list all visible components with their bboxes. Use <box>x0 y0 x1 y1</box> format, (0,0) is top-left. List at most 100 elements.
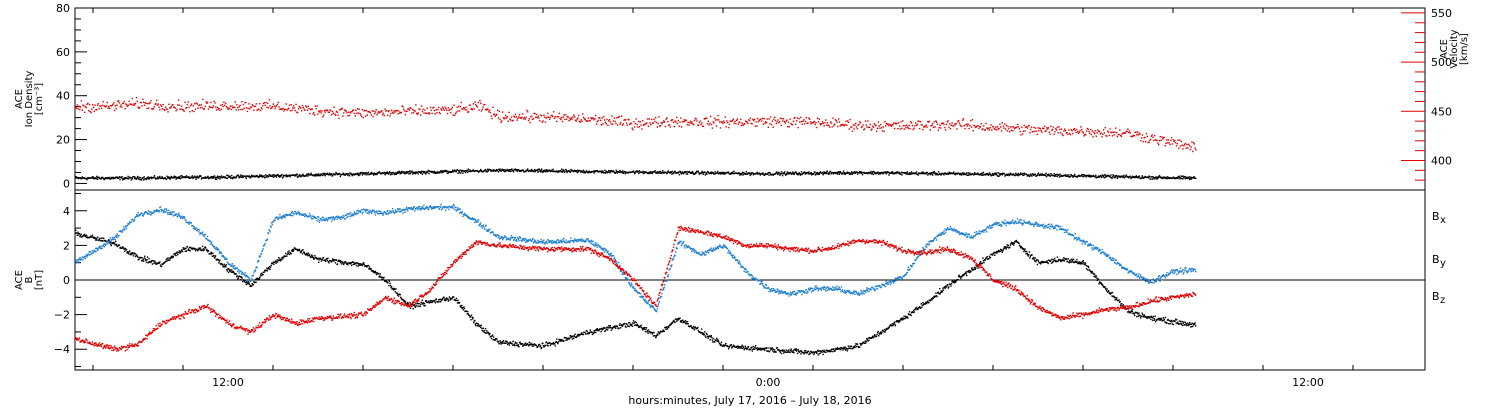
b-series-bx-point <box>727 348 730 350</box>
b-series-bx-point <box>381 276 384 279</box>
b-series-bx-point <box>549 344 552 346</box>
b-series-bx-point <box>618 327 620 329</box>
velocity-series-point <box>803 119 805 121</box>
density-series-point <box>516 170 519 172</box>
velocity-series-point <box>656 126 658 128</box>
velocity-series-point <box>609 121 611 123</box>
velocity-series-point <box>335 110 338 113</box>
velocity-series-point <box>372 116 374 118</box>
velocity-series-point <box>480 110 483 112</box>
density-series-point <box>436 171 439 173</box>
b-series-bx-point <box>797 352 799 355</box>
b-series-bx-point <box>539 346 541 348</box>
velocity-series-point <box>296 111 299 114</box>
velocity-series-point <box>459 105 462 108</box>
density-series-point <box>536 169 539 171</box>
b-series-bx-point <box>96 239 98 241</box>
density-series-point <box>705 172 708 174</box>
velocity-series-point <box>78 105 80 107</box>
velocity-series-point <box>322 114 325 116</box>
density-series-point <box>931 173 933 175</box>
density-series-point <box>505 170 508 172</box>
density-series-point <box>805 172 807 174</box>
velocity-series-point <box>91 108 93 110</box>
velocity-series-point <box>1066 132 1068 134</box>
b-series-bx-point <box>255 281 257 283</box>
density-series-point <box>145 178 147 180</box>
b-series-bx-point <box>829 349 832 351</box>
velocity-series-point <box>382 114 384 116</box>
velocity-series-point <box>850 126 852 128</box>
velocity-series-point <box>1110 131 1112 133</box>
b-series-bx-point <box>810 350 812 353</box>
velocity-series-point <box>250 106 253 109</box>
velocity-series-point <box>511 120 513 122</box>
velocity-series-point <box>278 106 280 108</box>
velocity-series-point <box>467 111 470 113</box>
velocity-series-point <box>792 120 795 122</box>
b-series-bx-point <box>89 236 91 238</box>
velocity-series-point <box>909 127 911 130</box>
density-series-point <box>840 171 842 174</box>
b-series-bx-point <box>225 264 228 266</box>
density-series-point <box>712 171 714 174</box>
velocity-series-point <box>1095 135 1097 137</box>
velocity-series-point <box>1039 128 1042 130</box>
b-series-bx-point <box>301 253 304 255</box>
b-series-bx-point <box>543 346 545 348</box>
velocity-series-point <box>568 119 570 122</box>
density-series-point <box>730 173 732 175</box>
b-series-bx-point <box>843 346 845 348</box>
velocity-series-point <box>1192 150 1194 153</box>
velocity-series-point <box>437 108 439 111</box>
b-series-bx-point <box>151 260 153 262</box>
b-series-bx-point <box>632 320 635 322</box>
b-series-bx-point <box>822 353 824 356</box>
b-series-bx-point <box>619 323 621 325</box>
b-series-bx-point <box>352 263 354 266</box>
velocity-series-point <box>460 101 462 104</box>
velocity-series-point <box>678 125 680 127</box>
density-series-point <box>188 177 190 179</box>
velocity-series-point <box>980 123 982 125</box>
velocity-series-point <box>212 105 215 107</box>
velocity-series-point <box>491 117 493 120</box>
velocity-series-point <box>523 116 526 119</box>
density-series-point <box>1023 172 1026 174</box>
velocity-series-point <box>505 114 507 117</box>
b-series-bx-point <box>153 260 156 262</box>
velocity-series-point <box>395 110 397 112</box>
velocity-series-point <box>264 104 266 106</box>
density-series-point <box>706 173 708 175</box>
velocity-series-point <box>410 107 412 109</box>
b-series-bx-point <box>847 348 849 350</box>
velocity-series-point <box>749 117 752 119</box>
b-series-bx-point <box>153 262 155 265</box>
b-series-bx-point <box>496 338 498 340</box>
velocity-series-point <box>833 124 835 127</box>
velocity-series-point <box>1064 129 1067 132</box>
b-series-bx-point <box>281 256 283 259</box>
density-series-point <box>370 173 372 175</box>
velocity-series-point <box>318 110 320 112</box>
density-series-point <box>504 170 507 172</box>
velocity-series-point <box>170 106 172 108</box>
density-series-point <box>1064 175 1066 177</box>
b-series-bx-point <box>788 349 790 351</box>
b-series-bx-point <box>112 241 115 244</box>
velocity-series-point <box>1134 131 1136 133</box>
velocity-series-point <box>997 128 999 130</box>
velocity-series-point <box>900 121 902 123</box>
velocity-series-point <box>735 123 737 125</box>
velocity-series-point <box>665 118 667 120</box>
density-series-point <box>91 177 93 179</box>
velocity-series-point <box>445 107 447 110</box>
density-series-point <box>301 175 304 177</box>
velocity-series-point <box>267 102 269 105</box>
velocity-series-point <box>731 119 734 122</box>
density-series-point <box>821 172 823 174</box>
b-series-bx-point <box>290 252 292 255</box>
density-series-point <box>623 172 625 174</box>
velocity-series-point <box>399 111 402 114</box>
density-series-point <box>1105 175 1108 177</box>
